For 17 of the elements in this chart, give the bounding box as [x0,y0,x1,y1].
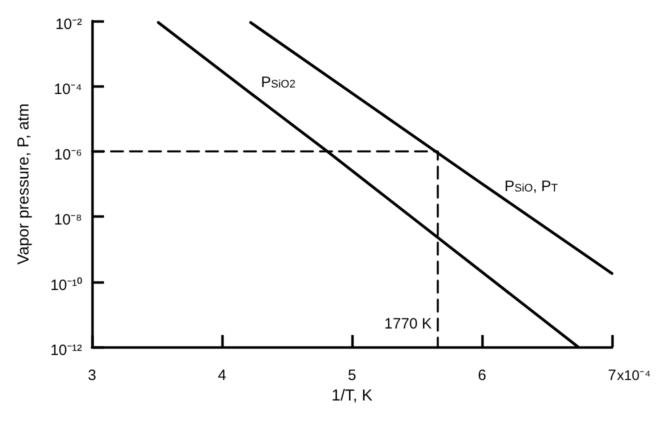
y-tick-label: 10⁻¹² [50,342,82,359]
y-tick-label: 10⁻⁸ [54,212,82,229]
x-tick-label: 6 [478,367,486,384]
x-tick-label: 3 [88,367,96,384]
series-label: PSiO, PT [504,178,558,196]
text: x10⁻⁴ [617,367,651,383]
series-label: PSiO2 [261,74,296,92]
x-tick-label: 7 [608,367,616,384]
y-axis-title: Vapor pressure, P, atm [16,103,32,265]
x-axis-title: 1/T, K [332,387,373,404]
y-tick-label: 10⁻¹⁰ [50,276,82,294]
y-tick-label: 10⁻² [55,16,82,33]
x-tick-label: 4 [218,367,226,384]
y-tick-label: 10⁻⁴ [54,81,82,98]
annotation: 1770 K [384,316,432,333]
y-tick-label: 10⁻⁶ [54,146,82,164]
x-tick-label: 5 [348,367,356,384]
